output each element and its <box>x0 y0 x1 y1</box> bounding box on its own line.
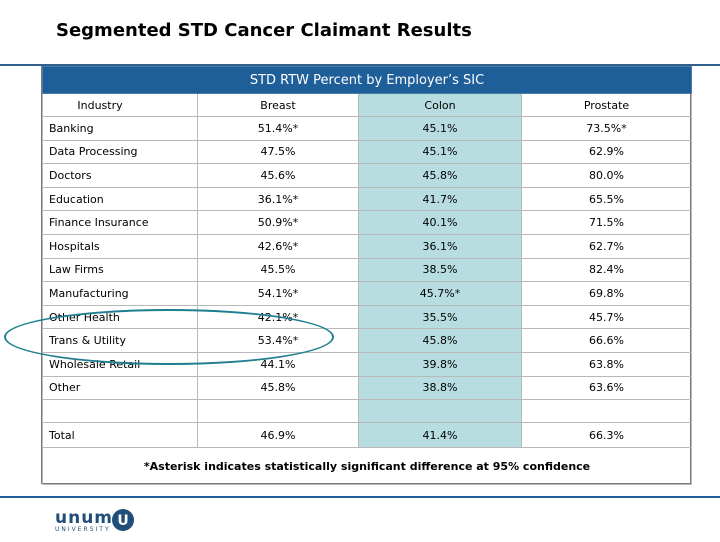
breast-cell: 45.5% <box>197 257 359 283</box>
industry-cell: Education <box>42 186 198 212</box>
unum-logo-mark-icon: U <box>112 509 134 531</box>
table-row: Doctors 45.6% 45.8% 80.0% <box>42 163 693 188</box>
colon-cell: 41.7% <box>358 186 522 212</box>
breast-cell: 54.1%* <box>197 281 359 306</box>
breast-cell: 36.1%* <box>197 186 359 212</box>
industry-cell: Manufacturing <box>42 281 198 306</box>
prostate-cell: 63.6% <box>520 375 693 401</box>
industry-cell: Doctors <box>42 163 198 188</box>
unum-logo-text: unum <box>55 508 114 528</box>
colon-cell: 45.8% <box>358 328 522 353</box>
colon-cell: 36.1% <box>358 233 522 259</box>
page-title: Segmented STD Cancer Claimant Results <box>56 20 472 41</box>
colon-cell: 35.5% <box>358 304 522 330</box>
spacer-cell <box>520 399 693 424</box>
breast-cell: 44.1% <box>197 351 359 377</box>
table-row: Other 45.8% 38.8% 63.6% <box>42 375 693 401</box>
table-row: Hospitals 42.6%* 36.1% 62.7% <box>42 233 693 259</box>
prostate-cell: 62.7% <box>520 233 693 259</box>
header-prostate: Prostate <box>520 93 693 117</box>
results-table: STD RTW Percent by Employer’s SIC Indust… <box>41 66 693 486</box>
header-breast: Breast <box>197 93 359 117</box>
colon-cell: 45.1% <box>358 116 522 141</box>
prostate-cell: 66.3% <box>520 422 693 449</box>
footnote-row: *Asterisk indicates statistically signif… <box>41 447 693 486</box>
colon-cell: 41.4% <box>358 422 522 449</box>
table-row: Banking 51.4%* 45.1% 73.5%* <box>42 116 693 141</box>
breast-cell: 47.5% <box>197 139 359 165</box>
industry-cell: Total <box>42 422 198 449</box>
industry-cell: Other <box>42 375 198 401</box>
table-row: Wholesale Retail 44.1% 39.8% 63.8% <box>42 351 693 377</box>
breast-cell: 45.8% <box>197 375 359 401</box>
prostate-cell: 65.5% <box>520 186 693 212</box>
table-row: Data Processing 47.5% 45.1% 62.9% <box>42 139 693 165</box>
table-row: Manufacturing 54.1%* 45.7%* 69.8% <box>42 281 693 306</box>
breast-cell: 42.6%* <box>197 233 359 259</box>
unum-logo-subtext: UNIVERSITY <box>55 526 111 533</box>
prostate-cell: 80.0% <box>520 163 693 188</box>
table-row: Finance Insurance 50.9%* 40.1% 71.5% <box>42 210 693 235</box>
industry-cell: Data Processing <box>42 139 198 165</box>
colon-cell: 45.7%* <box>358 281 522 306</box>
prostate-cell: 62.9% <box>520 139 693 165</box>
title-divider <box>0 64 720 66</box>
table-row: Trans & Utility 53.4%* 45.8% 66.6% <box>42 328 693 353</box>
colon-cell: 45.1% <box>358 139 522 165</box>
spacer-row <box>42 399 693 424</box>
industry-cell: Wholesale Retail <box>42 351 198 377</box>
svg-text:U: U <box>117 513 128 529</box>
spacer-cell <box>197 399 359 424</box>
prostate-cell: 63.8% <box>520 351 693 377</box>
header-row: Industry Breast Colon Prostate <box>42 93 693 117</box>
footnote: *Asterisk indicates statistically signif… <box>41 447 693 486</box>
table-row: Law Firms 45.5% 38.5% 82.4% <box>42 257 693 283</box>
industry-cell: Banking <box>42 116 198 141</box>
header-colon: Colon <box>358 93 522 117</box>
colon-cell: 45.8% <box>358 163 522 188</box>
breast-cell: 46.9% <box>197 422 359 449</box>
breast-cell: 42.1%* <box>197 304 359 330</box>
header-industry: Industry <box>42 93 198 117</box>
breast-cell: 45.6% <box>197 163 359 188</box>
colon-cell: 39.8% <box>358 351 522 377</box>
prostate-cell: 66.6% <box>520 328 693 353</box>
industry-cell: Finance Insurance <box>42 210 198 235</box>
table-banner: STD RTW Percent by Employer’s SIC <box>41 66 693 94</box>
breast-cell: 50.9%* <box>197 210 359 235</box>
breast-cell: 51.4%* <box>197 116 359 141</box>
table-row: Education 36.1%* 41.7% 65.5% <box>42 186 693 212</box>
total-row: Total 46.9% 41.4% 66.3% <box>42 422 693 449</box>
prostate-cell: 69.8% <box>520 281 693 306</box>
industry-cell: Other Health <box>42 304 198 330</box>
industry-cell: Law Firms <box>42 257 198 283</box>
breast-cell: 53.4%* <box>197 328 359 353</box>
colon-cell: 38.8% <box>358 375 522 401</box>
colon-cell: 38.5% <box>358 257 522 283</box>
colon-cell: 40.1% <box>358 210 522 235</box>
spacer-cell <box>358 399 522 424</box>
prostate-cell: 73.5%* <box>520 116 693 141</box>
industry-cell: Trans & Utility <box>42 328 198 353</box>
prostate-cell: 71.5% <box>520 210 693 235</box>
table-row: Other Health 42.1%* 35.5% 45.7% <box>42 304 693 330</box>
prostate-cell: 45.7% <box>520 304 693 330</box>
spacer-cell <box>42 399 198 424</box>
industry-cell: Hospitals <box>42 233 198 259</box>
prostate-cell: 82.4% <box>520 257 693 283</box>
